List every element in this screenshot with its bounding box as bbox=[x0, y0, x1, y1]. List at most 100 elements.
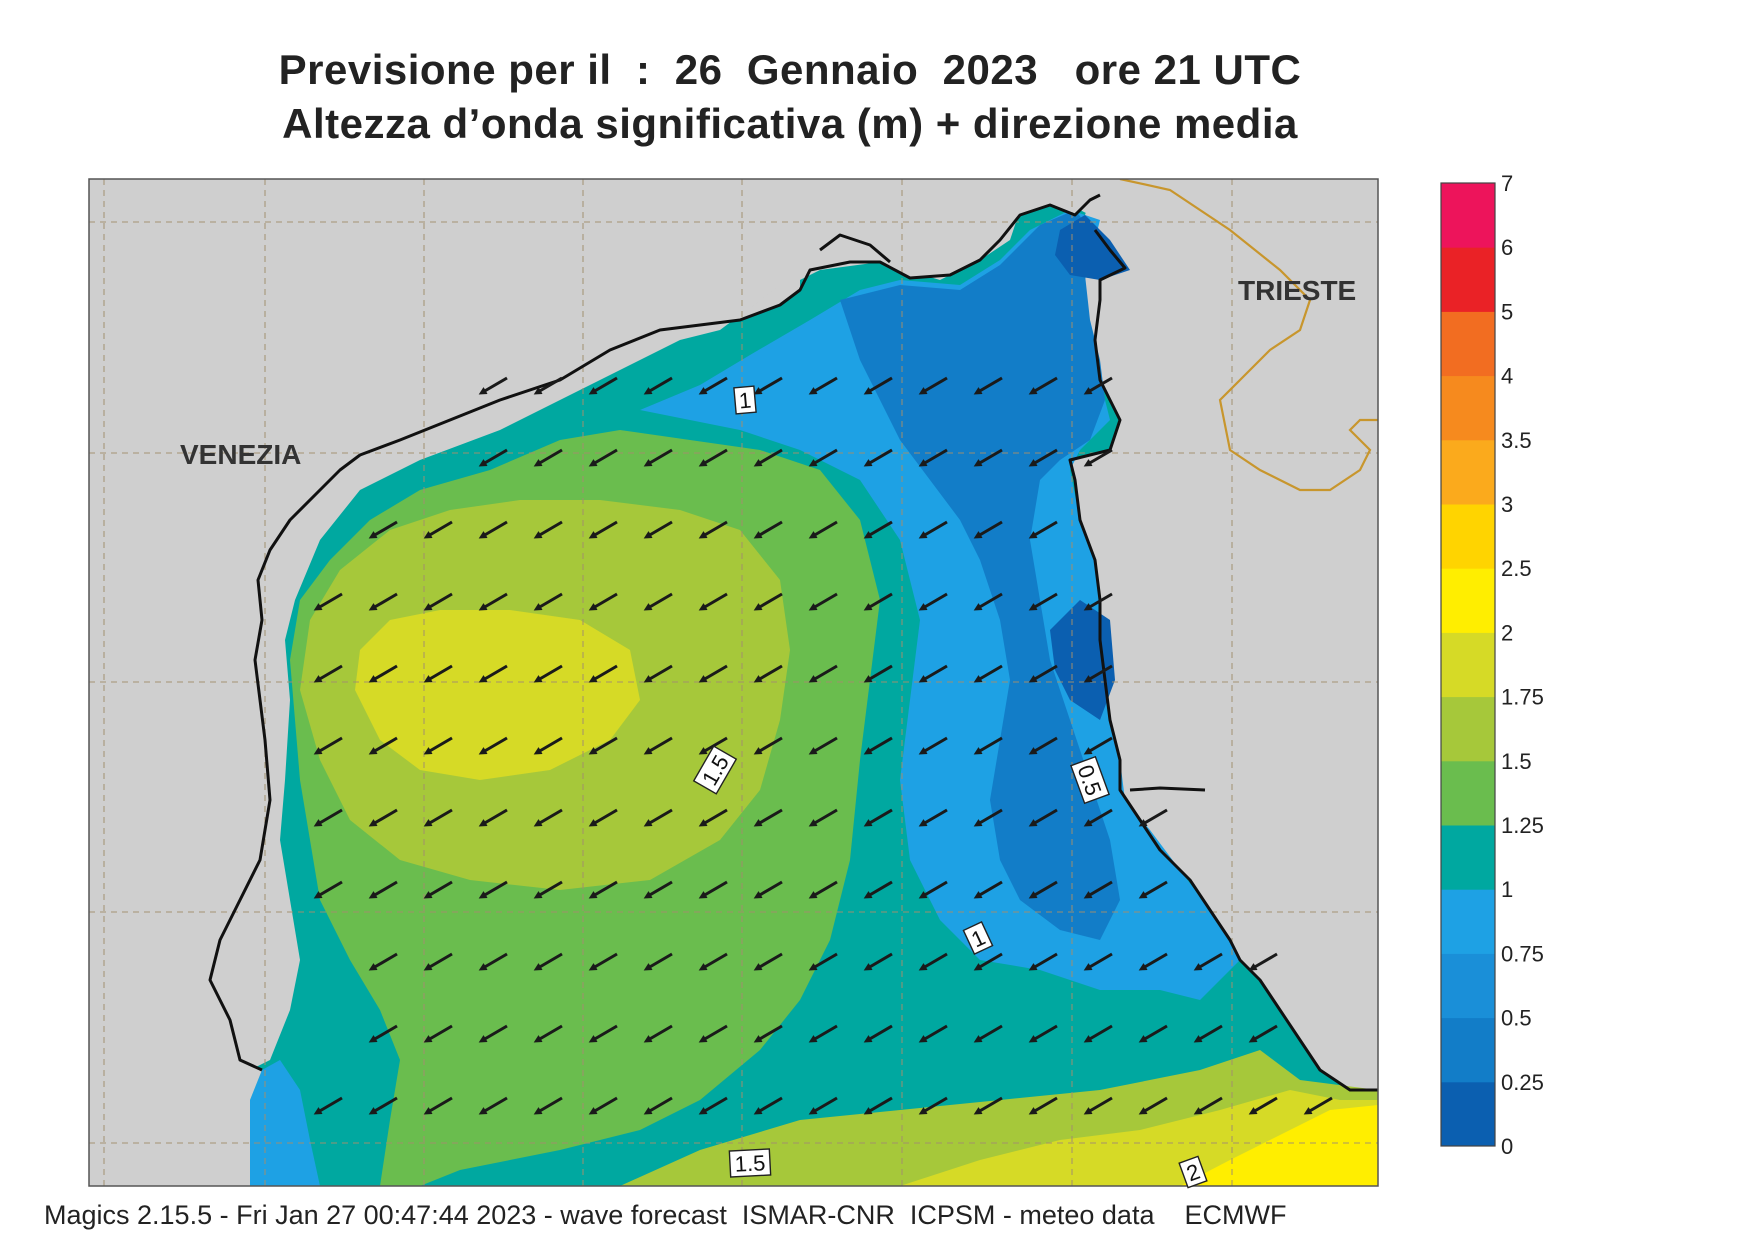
zone-sw-blue bbox=[250, 1060, 320, 1186]
wave-arrow bbox=[533, 520, 563, 539]
wave-arrow bbox=[478, 952, 508, 971]
wave-arrow bbox=[863, 880, 893, 899]
wave-arrow bbox=[753, 592, 783, 611]
wave-arrow bbox=[753, 880, 783, 899]
wave-arrow bbox=[1138, 808, 1168, 827]
map-frame bbox=[88, 178, 1379, 1187]
wave-arrow bbox=[478, 1096, 508, 1115]
wave-arrow bbox=[368, 808, 398, 827]
wave-arrow bbox=[313, 736, 343, 755]
wave-arrow bbox=[1028, 736, 1058, 755]
wave-arrow bbox=[863, 448, 893, 467]
wave-arrow bbox=[973, 808, 1003, 827]
wave-arrow bbox=[863, 736, 893, 755]
legend-swatch bbox=[1441, 568, 1495, 633]
wave-arrow bbox=[588, 520, 618, 539]
wave-arrow bbox=[643, 664, 673, 683]
wave-arrows bbox=[313, 376, 1333, 1115]
wave-arrow bbox=[973, 520, 1003, 539]
wave-arrow bbox=[588, 880, 618, 899]
wave-arrow bbox=[533, 664, 563, 683]
wave-arrow bbox=[1193, 952, 1223, 971]
wave-arrow bbox=[863, 664, 893, 683]
wave-arrow bbox=[478, 1024, 508, 1043]
wave-arrow bbox=[313, 880, 343, 899]
legend-swatch bbox=[1441, 889, 1495, 954]
wave-arrow bbox=[1028, 664, 1058, 683]
contour-label-text: 1 bbox=[738, 388, 752, 414]
label-trieste: TRIESTE bbox=[1238, 275, 1356, 306]
wave-arrow bbox=[698, 592, 728, 611]
wave-arrow bbox=[918, 1024, 948, 1043]
wave-arrow bbox=[588, 592, 618, 611]
wave-arrow bbox=[973, 664, 1003, 683]
wave-arrow bbox=[423, 808, 453, 827]
wave-arrow bbox=[1193, 1096, 1223, 1115]
footer-credits: Magics 2.15.5 - Fri Jan 27 00:47:44 2023… bbox=[44, 1200, 1287, 1230]
wave-arrow bbox=[973, 736, 1003, 755]
wave-arrow bbox=[808, 808, 838, 827]
color-legend: 0 0.25 0.5 0.75 1 1.25 1.5 1.75 2 2.5 3 3.5 4 5 6 7 bbox=[1440, 171, 1544, 1159]
legend-tick-label: 5 bbox=[1501, 299, 1513, 324]
wave-arrow bbox=[1028, 448, 1058, 467]
wave-arrow bbox=[368, 952, 398, 971]
wave-arrow bbox=[313, 664, 343, 683]
wave-arrow bbox=[698, 664, 728, 683]
wave-arrow bbox=[863, 808, 893, 827]
wave-arrow bbox=[698, 736, 728, 755]
wave-arrow bbox=[753, 1024, 783, 1043]
wave-arrow bbox=[1083, 808, 1113, 827]
wave-arrow bbox=[918, 592, 948, 611]
legend-swatch bbox=[1441, 375, 1495, 441]
wave-arrow bbox=[478, 664, 508, 683]
north-land bbox=[700, 179, 1100, 325]
wave-arrow bbox=[1083, 592, 1113, 611]
wave-arrow bbox=[478, 376, 508, 395]
wave-arrow bbox=[423, 664, 453, 683]
wave-arrow bbox=[313, 1096, 343, 1115]
wave-arrow bbox=[1028, 880, 1058, 899]
wave-arrow bbox=[808, 448, 838, 467]
legend-tick-label: 1.75 bbox=[1501, 685, 1544, 710]
wave-arrow bbox=[1248, 1096, 1278, 1115]
wave-arrow bbox=[588, 952, 618, 971]
contour-label: 2 bbox=[1178, 1155, 1208, 1189]
wave-arrow bbox=[753, 808, 783, 827]
wave-arrow bbox=[973, 952, 1003, 971]
wave-arrow bbox=[753, 664, 783, 683]
wave-arrow bbox=[423, 880, 453, 899]
wave-arrow bbox=[1138, 1024, 1168, 1043]
wave-arrow bbox=[863, 1024, 893, 1043]
wave-arrow bbox=[478, 880, 508, 899]
wave-arrow bbox=[808, 952, 838, 971]
wave-arrow bbox=[1138, 1096, 1168, 1115]
legend-tick-label: 7 bbox=[1501, 171, 1513, 196]
wave-arrow bbox=[863, 1096, 893, 1115]
wave-arrow bbox=[753, 952, 783, 971]
wave-arrow bbox=[1028, 808, 1058, 827]
wave-arrow bbox=[478, 520, 508, 539]
wave-arrow bbox=[863, 376, 893, 395]
wave-arrow bbox=[1028, 1096, 1058, 1115]
wave-arrow bbox=[533, 376, 563, 395]
wave-arrow bbox=[1083, 448, 1113, 467]
wave-arrow bbox=[918, 376, 948, 395]
wave-arrow bbox=[478, 736, 508, 755]
wave-arrow bbox=[1083, 1096, 1113, 1115]
wave-arrow bbox=[423, 1096, 453, 1115]
wave-arrow bbox=[478, 808, 508, 827]
legend-swatch bbox=[1441, 1081, 1495, 1147]
wave-arrow bbox=[918, 808, 948, 827]
wave-arrow bbox=[588, 736, 618, 755]
wave-arrow bbox=[313, 808, 343, 827]
wave-arrow bbox=[808, 376, 838, 395]
title-line-1: Previsione per il : 26 Gennaio 2023 ore … bbox=[278, 46, 1302, 93]
wave-arrow bbox=[643, 1024, 673, 1043]
legend-tick-label: 3.5 bbox=[1501, 428, 1532, 453]
wave-arrow bbox=[698, 808, 728, 827]
wave-arrow bbox=[753, 736, 783, 755]
wave-arrow bbox=[698, 448, 728, 467]
zone-0-5 bbox=[840, 210, 1120, 940]
wave-arrow bbox=[808, 520, 838, 539]
contour-label: 1 bbox=[733, 385, 757, 415]
